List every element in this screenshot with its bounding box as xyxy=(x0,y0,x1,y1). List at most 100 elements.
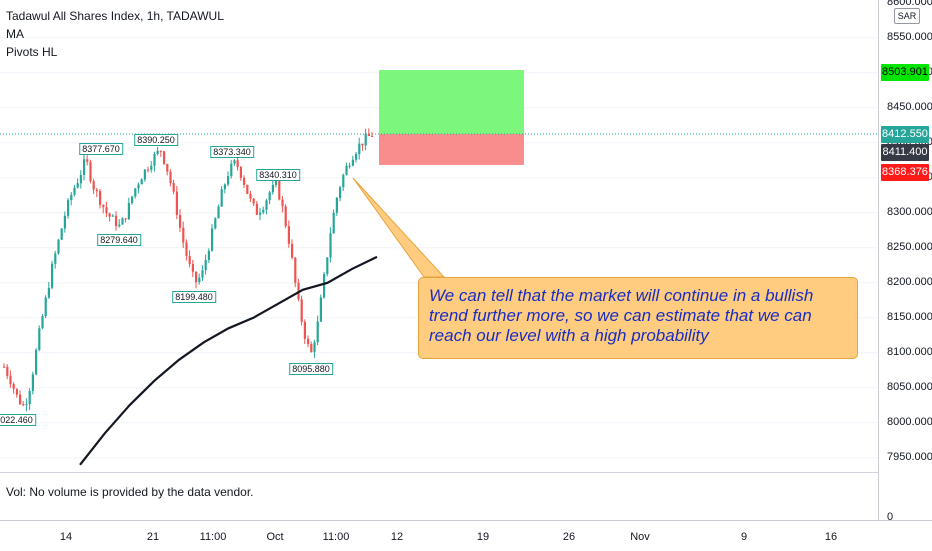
price-chart[interactable] xyxy=(0,0,878,472)
candle-body xyxy=(281,199,284,207)
callout-note[interactable]: We can tell that the market will continu… xyxy=(418,277,858,359)
pivot-label: 8199.480 xyxy=(172,291,216,303)
price-tick-label: 7950.000 xyxy=(887,450,932,463)
candle-body xyxy=(367,134,370,136)
candle-body xyxy=(67,200,70,216)
candle-body xyxy=(99,191,102,205)
candle-body xyxy=(271,184,274,193)
candle-body xyxy=(195,271,198,283)
candle-body xyxy=(179,214,182,228)
candle-body xyxy=(326,257,329,275)
candle-body xyxy=(156,150,159,154)
candle-body xyxy=(294,257,297,283)
candle-body xyxy=(102,204,105,208)
time-tick-label: 26 xyxy=(562,531,576,543)
candle-body xyxy=(239,166,242,178)
candle-body xyxy=(127,202,130,220)
pivot-label: 8377.670 xyxy=(79,143,123,155)
candle-body xyxy=(25,404,28,406)
candle-body xyxy=(166,163,169,172)
volume-pane: Vol: No volume is provided by the data v… xyxy=(0,472,878,521)
candle-body xyxy=(236,160,239,167)
candle-body xyxy=(60,228,63,240)
candle-body xyxy=(70,194,73,201)
time-tick-label: 21 xyxy=(146,531,160,543)
candle-body xyxy=(131,196,134,203)
candle-body xyxy=(204,260,207,271)
candle-body xyxy=(9,375,12,385)
pivot-label: 8095.880 xyxy=(289,363,333,375)
candle-body xyxy=(118,224,121,227)
candle-body xyxy=(211,228,214,251)
candle-body xyxy=(348,165,351,167)
candle-body xyxy=(371,135,374,137)
candle-body xyxy=(137,184,140,189)
candle-body xyxy=(230,163,233,177)
candle-body xyxy=(147,169,150,171)
candle-body xyxy=(188,256,191,264)
time-tick-label: 16 xyxy=(824,531,838,543)
candle-body xyxy=(358,143,361,154)
candle-body xyxy=(220,189,223,207)
pivot-label: 8390.250 xyxy=(134,134,178,146)
time-tick-label: 12 xyxy=(390,531,404,543)
symbol-title[interactable]: Tadawul All Shares Index, 1h, TADAWUL xyxy=(6,9,224,23)
candle-body xyxy=(44,297,47,317)
candle-body xyxy=(291,243,294,258)
candle-body xyxy=(124,218,127,220)
candle-body xyxy=(134,188,137,197)
candle-body xyxy=(361,143,364,146)
candle-body xyxy=(316,321,319,343)
candle-body xyxy=(364,134,367,146)
candle-body xyxy=(191,263,194,272)
ma-indicator-label[interactable]: MA xyxy=(6,27,24,41)
candle-body xyxy=(108,213,111,217)
stop-price-label: 8368.376 xyxy=(881,164,929,181)
volume-legend: Vol: No volume is provided by the data v… xyxy=(6,485,254,499)
candle-body xyxy=(150,165,153,170)
candle-body xyxy=(284,206,287,227)
candle-body xyxy=(339,187,342,198)
candle-body xyxy=(38,328,41,350)
candle-body xyxy=(22,404,25,406)
price-tick-label: 8050.000 xyxy=(887,380,932,393)
candle-body xyxy=(73,187,76,195)
target-price-label: 8503.901 xyxy=(881,64,929,81)
candle-body xyxy=(185,242,188,257)
candle-body xyxy=(329,233,332,258)
moving-average-line xyxy=(79,255,378,466)
chart-area[interactable]: Tadawul All Shares Index, 1h, TADAWUL MA… xyxy=(0,0,878,472)
candle-body xyxy=(41,316,44,329)
candle-body xyxy=(214,218,217,229)
candle-body xyxy=(57,239,60,254)
crosshair-price-label: 8411.400 xyxy=(881,144,929,161)
time-tick-label: Oct xyxy=(266,531,284,543)
candle-body xyxy=(198,277,201,283)
candle-body xyxy=(259,212,262,215)
candle-body xyxy=(217,206,220,219)
time-tick-label: 14 xyxy=(59,531,73,543)
time-tick-label: 19 xyxy=(476,531,490,543)
pivot-label: 8373.340 xyxy=(210,146,254,158)
price-tick-label: 8450.000 xyxy=(887,100,932,113)
candle-body xyxy=(159,150,162,152)
candle-body xyxy=(115,215,118,227)
pivot-label: 8022.460 xyxy=(0,414,36,426)
candle-body xyxy=(92,181,95,190)
candle-body xyxy=(54,253,57,264)
candle-body xyxy=(201,270,204,278)
candle-body xyxy=(35,349,38,375)
candle-body xyxy=(207,250,210,261)
pivots-indicator-label[interactable]: Pivots HL xyxy=(6,45,58,59)
price-axis[interactable]: 8600.0008550.0008500.0008450.0008400.000… xyxy=(878,0,932,523)
candle-body xyxy=(175,191,178,215)
price-tick-label: 8300.000 xyxy=(887,205,932,218)
price-tick-label: 8000.000 xyxy=(887,415,932,428)
currency-sar-button[interactable]: SAR xyxy=(894,8,920,24)
time-axis[interactable]: 14 21 11:00 Oct 11:00 12 19 26 Nov 9 16 xyxy=(0,520,932,551)
candle-body xyxy=(63,215,66,229)
candle-body xyxy=(3,366,6,368)
current-price-label: 8412.550 xyxy=(881,126,929,143)
candle-body xyxy=(223,184,226,190)
price-tick-label: 8150.000 xyxy=(887,310,932,323)
